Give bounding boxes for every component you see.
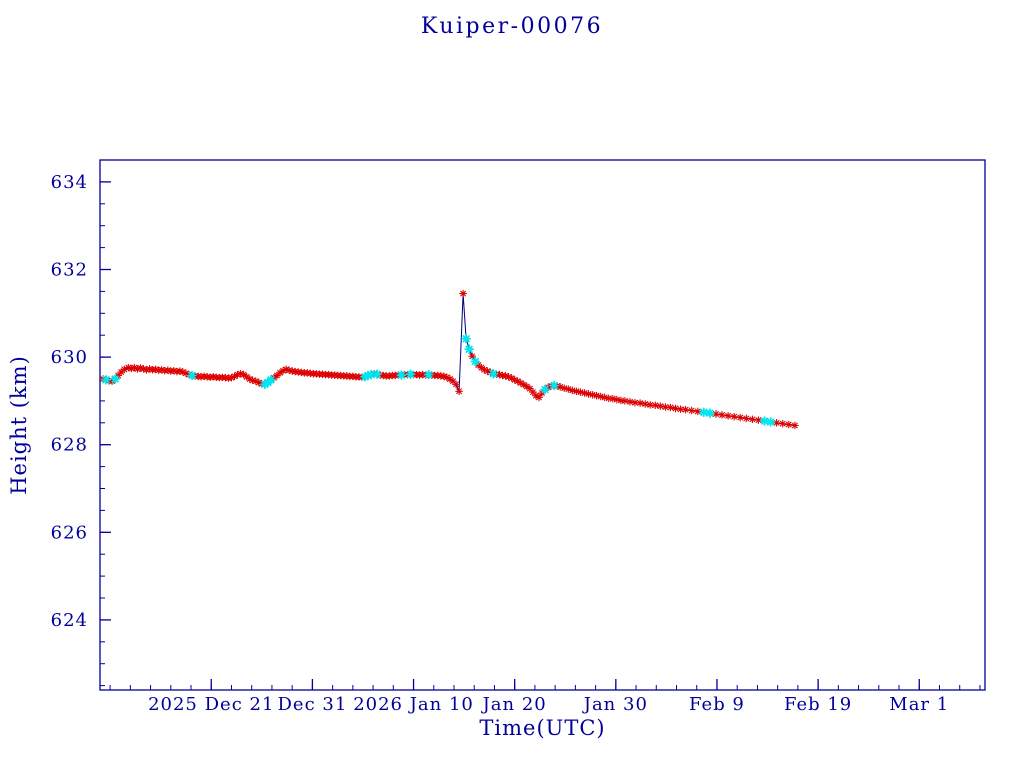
y-tick-label: 632 [51,260,88,281]
x-tick-label: Mar 1 [889,694,949,715]
x-tick-label: Feb 9 [689,694,745,715]
x-tick-label: Feb 19 [784,694,852,715]
red-asterisk-markers [99,289,799,430]
x-axis-label: Time(UTC) [479,716,606,740]
chart-title: Kuiper-00076 [420,14,604,39]
x-major-ticks: 2025 Dec 21 Dec 31 2026 Jan 10 Jan 20 Jan 30… [148,679,949,715]
x-minor-ticks [109,685,981,690]
y-minor-ticks [100,159,105,687]
x-tick-label: 2025 Dec 21 [148,694,274,715]
cyan-markers [101,333,776,427]
y-tick-label: 630 [51,347,88,368]
height-line [102,293,795,426]
y-major-ticks: 624 626 628 630 632 634 [51,172,111,631]
y-tick-label: 626 [51,522,88,543]
x-tick-label: Dec 31 [278,694,348,715]
x-tick-label: 2026 Jan 10 [353,694,474,715]
plot-frame [99,159,986,691]
y-tick-label: 634 [51,172,88,193]
x-tick-label: Jan 20 [481,694,547,715]
y-tick-label: 624 [51,610,88,631]
x-tick-label: Jan 30 [582,694,648,715]
y-tick-label: 628 [51,435,88,456]
